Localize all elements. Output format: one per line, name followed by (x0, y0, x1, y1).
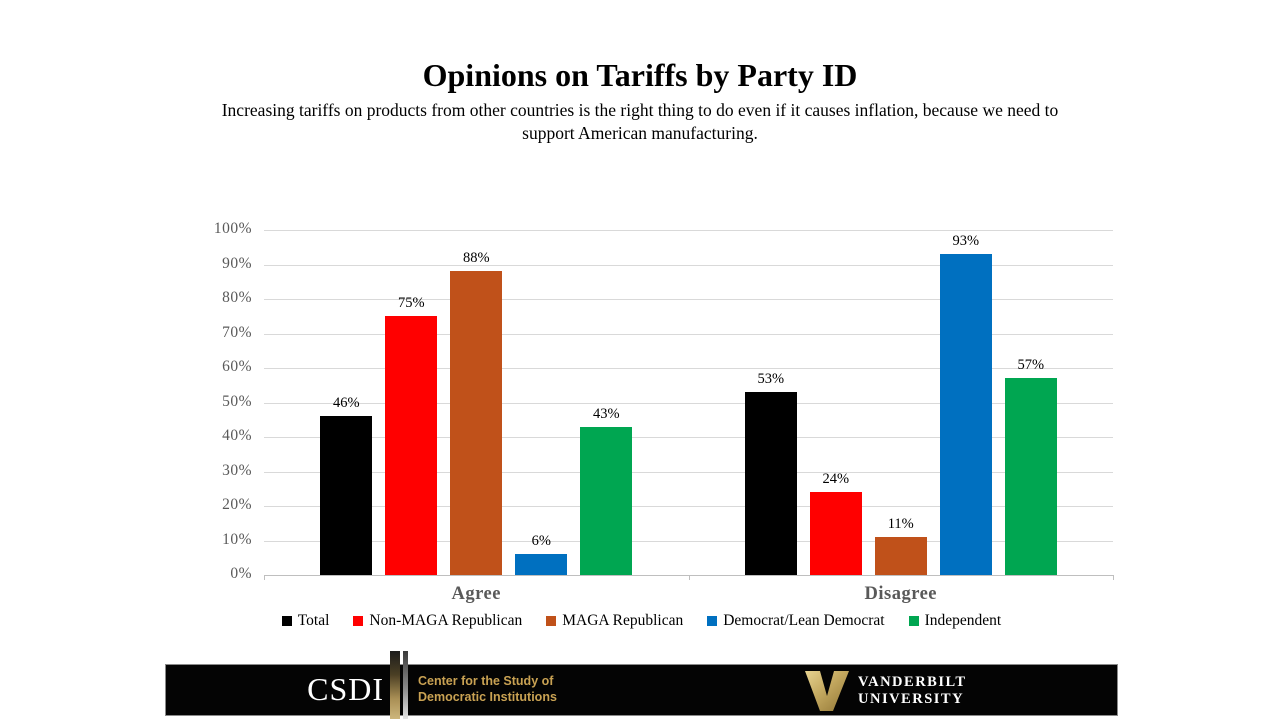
y-axis-label: 30% (222, 461, 252, 479)
legend-label: Non-MAGA Republican (369, 612, 523, 629)
gridline (264, 437, 1113, 438)
footer-bar: CSDI Center for the Study of Democratic … (165, 651, 1118, 719)
legend-item-democrat-lean-democrat: Democrat/Lean Democrat (707, 612, 885, 630)
y-axis-label: 60% (222, 358, 252, 375)
gridline (264, 299, 1113, 300)
y-axis-label: 10% (222, 530, 252, 548)
bar-value-label: 46% (332, 395, 360, 412)
bar-agree-total (320, 416, 373, 575)
y-axis-label: 40% (222, 427, 252, 444)
bar-disagree-total (744, 392, 797, 575)
bar-value-label: 11% (887, 516, 914, 533)
gridline (264, 402, 1113, 404)
legend-label: Total (297, 612, 330, 629)
legend-item-non-maga-republican: Non-MAGA Republican (353, 612, 522, 630)
gridline (264, 264, 1113, 266)
y-axis-label: 0% (230, 565, 252, 582)
csdi-logo-text: CSDI (307, 671, 384, 707)
bar-value-label: 43% (592, 405, 620, 422)
legend-item-total: Total (281, 612, 330, 630)
gridline (264, 333, 1113, 335)
bar-agree-democrat-lean-democrat (515, 554, 568, 575)
chart-legend: Total Non-MAGA Republican MAGA Republican D… (165, 612, 1118, 630)
bar-value-label: 6% (531, 533, 551, 550)
bar-disagree-non-maga-republican (809, 492, 862, 575)
x-axis-tick (1113, 575, 1114, 580)
bar-disagree-independent (1004, 378, 1057, 575)
chart-title: Opinions on Tariffs by Party ID (422, 57, 858, 94)
csdi-center-name-line1: Center for the Study of (418, 674, 554, 688)
bar-agree-maga-republican (450, 271, 503, 575)
bar-value-label: 75% (397, 295, 425, 312)
gridline (264, 506, 1113, 507)
x-axis-tick (264, 575, 265, 580)
vanderbilt-line2: UNIVERSITY (858, 690, 965, 707)
vanderbilt-line1: VANDERBILT (858, 674, 967, 690)
bar-value-label: 57% (1017, 357, 1045, 374)
gridline (264, 471, 1113, 473)
bar-disagree-democrat-lean-democrat (939, 254, 992, 575)
y-axis-label: 100% (213, 220, 252, 237)
csdi-center-name-line2: Democratic Institutions (418, 689, 557, 704)
x-axis-tick (688, 575, 690, 580)
csdi-divider-icon (390, 651, 400, 719)
bar-value-label: 24% (822, 471, 850, 488)
vanderbilt-v-icon (804, 669, 850, 718)
bar-agree-independent (580, 426, 633, 575)
category-label-agree: Agree (451, 584, 501, 604)
legend-swatch-icon (353, 616, 364, 626)
vanderbilt-logo-text: VANDERBILT UNIVERSITY (858, 674, 967, 707)
y-axis-label: 80% (222, 289, 252, 306)
legend-swatch-icon (908, 616, 919, 626)
bar-disagree-maga-republican (874, 537, 927, 575)
bar-value-label: 88% (462, 250, 490, 267)
bar-value-label: 53% (757, 371, 785, 388)
y-axis-label: 50% (222, 392, 252, 410)
legend-label: Independent (924, 612, 1002, 629)
bar-agree-non-maga-republican (385, 316, 438, 575)
legend-swatch-icon (707, 616, 718, 626)
y-axis-label: 90% (222, 254, 252, 272)
y-axis-label: 20% (222, 496, 252, 513)
bar-value-label: 93% (952, 233, 980, 250)
csdi-center-name: Center for the Study of Democratic Insti… (418, 674, 557, 705)
gridline (264, 368, 1113, 369)
legend-swatch-icon (281, 616, 292, 626)
gridline (264, 230, 1113, 231)
legend-label: MAGA Republican (562, 612, 684, 629)
legend-item-maga-republican: MAGA Republican (546, 612, 683, 630)
category-label-disagree: Disagree (864, 584, 937, 604)
legend-item-independent: Independent (908, 612, 1002, 630)
y-axis-label: 70% (222, 323, 252, 341)
gridline (264, 540, 1113, 542)
chart-subtitle: Increasing tariffs on products from othe… (221, 100, 1059, 144)
legend-label: Democrat/Lean Democrat (723, 612, 885, 629)
legend-swatch-icon (546, 616, 557, 626)
csdi-divider2-icon (403, 651, 408, 719)
